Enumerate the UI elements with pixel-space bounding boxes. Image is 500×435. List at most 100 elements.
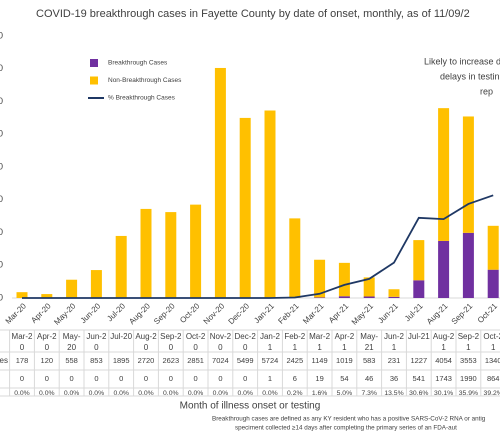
table-row-label: ses xyxy=(0,356,8,365)
table-cell: 13.5% xyxy=(384,390,404,397)
table-cell: 36 xyxy=(389,374,399,383)
table-cell: 39.2% xyxy=(483,390,500,397)
y-tick-label: 3000 xyxy=(0,194,3,204)
legend-swatch xyxy=(90,76,98,85)
bar xyxy=(462,116,474,233)
table-cell: 46 xyxy=(365,374,374,383)
table-cell: 178 xyxy=(15,356,29,365)
bar xyxy=(388,289,400,297)
bar xyxy=(264,110,276,298)
table-cell: 0.0% xyxy=(262,390,278,397)
x-tick-label: Feb-21 xyxy=(276,301,301,326)
bar xyxy=(338,262,350,297)
table-cell: 0 xyxy=(94,374,99,383)
x-tick-label: Apr-20 xyxy=(29,301,53,325)
table-cell: 120 xyxy=(40,356,54,365)
x-tick-label: Mar-20 xyxy=(4,301,29,326)
bar xyxy=(462,232,474,298)
table-header: Aug-21 xyxy=(432,332,455,352)
table-cell: 30.1% xyxy=(433,390,454,397)
table-cell: 19 xyxy=(315,374,324,383)
bar xyxy=(41,294,53,298)
table-cell: 2425 xyxy=(286,356,304,365)
annotation: rep xyxy=(480,86,493,96)
table-cell: 0.2% xyxy=(287,390,303,397)
x-tick-label: Oct-21 xyxy=(476,301,500,325)
table-header: Jun-20 xyxy=(86,332,107,352)
bar xyxy=(214,67,226,299)
x-axis-title: Month of illness onset or testing xyxy=(180,401,321,412)
x-tick-label: Aug-20 xyxy=(127,301,152,326)
table-cell: 5724 xyxy=(261,356,279,365)
table-cell: 4054 xyxy=(435,356,452,365)
table-cell: 1019 xyxy=(336,356,353,365)
table-header: Mar-21 xyxy=(309,332,331,352)
table-cell: 853 xyxy=(90,356,103,365)
y-tick-label: 5000 xyxy=(0,129,3,139)
x-tick-label: Mar-21 xyxy=(301,301,326,326)
table-cell: 1743 xyxy=(435,374,452,383)
table-cell: 0.0% xyxy=(88,390,105,397)
table-header: Sep-21 xyxy=(457,332,480,352)
table-cell: 0.0% xyxy=(237,390,253,397)
table-header: Aug-20 xyxy=(135,332,157,352)
table-cell: 5.0% xyxy=(336,390,353,397)
table-header: Oct-20 xyxy=(185,332,206,352)
table-cell: 1 xyxy=(267,374,273,383)
bar xyxy=(165,212,177,298)
bar xyxy=(16,292,28,298)
x-tick-label: May-20 xyxy=(52,301,78,327)
table-header: Jan-21 xyxy=(259,332,280,352)
table-cell: 2851 xyxy=(187,356,204,365)
x-tick-label: Jul-21 xyxy=(403,301,425,323)
table-header: Apr-20 xyxy=(37,332,57,352)
table-cell: 0.0% xyxy=(63,390,80,397)
x-tick-label: Jan-21 xyxy=(252,301,276,325)
footnote: speciment collected ≥14 days after compl… xyxy=(235,425,457,432)
table-header: Sep-20 xyxy=(160,332,182,352)
bar xyxy=(438,240,450,298)
chart-title: COVID-19 breakthrough cases in Fayette C… xyxy=(36,8,470,20)
table-cell: 0.0% xyxy=(212,390,229,397)
table-cell: 1149 xyxy=(311,356,328,365)
bar xyxy=(314,259,326,298)
table-cell: 1990 xyxy=(460,374,477,383)
table-header: Jul-20 xyxy=(110,332,133,341)
bar xyxy=(438,108,450,241)
y-tick-label: 7000 xyxy=(0,63,3,73)
table-header: Nov-20 xyxy=(209,332,232,352)
bar xyxy=(363,277,375,297)
table-header: May-20 xyxy=(62,332,81,352)
table-header: Feb-21 xyxy=(284,332,306,352)
x-tick-label: Nov-20 xyxy=(202,301,227,326)
x-tick-label: Jul-20 xyxy=(105,301,127,323)
line-series xyxy=(22,194,494,299)
bar xyxy=(487,269,499,298)
table-cell: 0 xyxy=(44,374,49,383)
bar xyxy=(190,204,202,298)
table-cell: 541 xyxy=(412,374,426,383)
bar xyxy=(413,240,425,281)
bar xyxy=(115,235,127,298)
table-cell: 231 xyxy=(387,356,401,365)
bar xyxy=(140,208,152,298)
table-cell: 1.6% xyxy=(311,390,328,397)
table-cell: 864 xyxy=(486,374,500,383)
table-cell: 0 xyxy=(193,374,198,383)
bar xyxy=(338,296,350,298)
bar xyxy=(363,296,375,298)
x-tick-label: Oct-20 xyxy=(178,301,202,325)
annotation: Likely to increase d xyxy=(424,56,500,66)
table-cell: 1895 xyxy=(112,356,130,365)
table-cell: 0.0% xyxy=(14,390,30,397)
table-header: Jun-21 xyxy=(383,332,404,352)
bar xyxy=(487,225,499,270)
table-header: Oct-21 xyxy=(483,332,500,352)
table-cell: 7024 xyxy=(212,356,229,365)
table-cell: 35.9% xyxy=(458,390,479,397)
legend-label: Breakthrough Cases xyxy=(108,60,168,67)
table-cell: 0.0% xyxy=(39,390,55,397)
bar xyxy=(388,296,400,298)
